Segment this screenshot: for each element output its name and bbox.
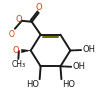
Text: O: O xyxy=(12,46,19,55)
Text: O: O xyxy=(16,16,22,24)
Text: CH₃: CH₃ xyxy=(11,60,25,69)
Text: O: O xyxy=(36,3,42,12)
Text: O: O xyxy=(9,30,14,39)
Text: OH: OH xyxy=(73,62,86,71)
Polygon shape xyxy=(21,49,31,53)
Text: HO: HO xyxy=(62,80,75,89)
Text: HO: HO xyxy=(26,80,39,89)
Text: OH: OH xyxy=(82,46,96,54)
